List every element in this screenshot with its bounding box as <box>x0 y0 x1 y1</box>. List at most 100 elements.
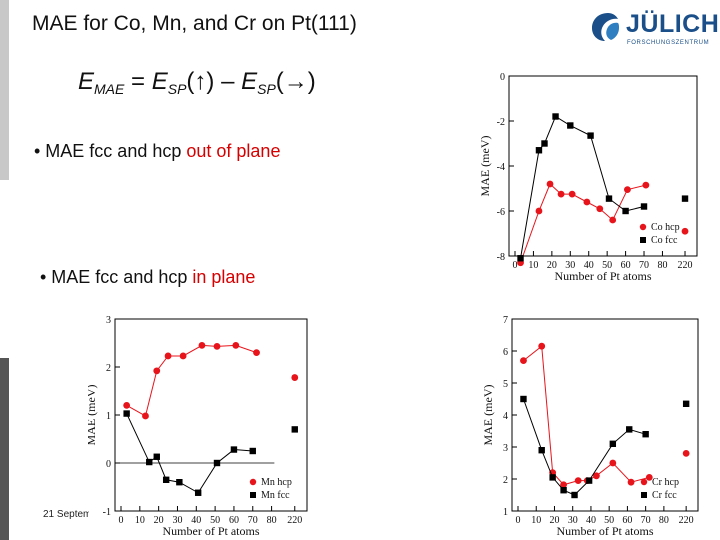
legend-marker <box>250 492 256 498</box>
mae-formula: EMAE = ESP(↑) – ESP(→) <box>78 68 316 97</box>
formula-term1-arg: (↑) <box>186 68 215 95</box>
y-tick-label: 1 <box>503 507 508 518</box>
data-point <box>291 374 299 381</box>
formula-term1: E <box>151 68 168 95</box>
data-point <box>593 472 600 480</box>
legend-label: Co hcp <box>651 222 680 233</box>
y-tick-label: 2 <box>106 363 111 374</box>
data-point <box>213 459 221 467</box>
y-tick-label: -2 <box>497 117 505 128</box>
y-tick-label: 0 <box>500 72 505 83</box>
data-point <box>552 113 559 120</box>
legend-marker <box>639 223 647 231</box>
legend-label: Co fcc <box>651 235 678 246</box>
data-point <box>249 447 256 455</box>
juelich-logo: JÜLICH FORSCHUNGSZENTRUM <box>588 8 719 54</box>
data-point <box>626 426 633 433</box>
x-tick-label: 0 <box>513 260 518 271</box>
data-point <box>198 342 206 349</box>
x-tick-label: 60 <box>621 260 631 271</box>
data-point <box>535 147 543 154</box>
series-line <box>126 413 253 494</box>
x-tick-label: 220 <box>679 515 694 526</box>
bullet-out-of-plane: • MAE fcc and hcp out of plane <box>34 141 280 162</box>
x-tick-label: 70 <box>639 260 649 271</box>
x-tick-label: 40 <box>586 515 596 526</box>
data-point <box>609 216 617 224</box>
side-bar-dark <box>0 358 9 540</box>
series-line <box>520 183 646 263</box>
data-point <box>640 203 648 210</box>
logo-wordmark: JÜLICH <box>626 10 720 38</box>
bullet-in-plane-highlight: in plane <box>192 267 256 287</box>
legend-marker <box>249 478 257 486</box>
data-point <box>682 450 690 457</box>
x-tick-label: 40 <box>191 515 201 526</box>
chart-cr: 0 10 20 30 40 50 60 70 80 220 1 2 3 4 5 6 7 Number of Pt … <box>484 315 699 538</box>
data-point <box>596 205 604 213</box>
legend-marker <box>640 237 646 243</box>
logo-subtitle: FORSCHUNGSZENTRUM <box>627 40 710 46</box>
series-cr-fcc <box>520 395 690 499</box>
x-tick-label: 30 <box>172 515 182 526</box>
data-point <box>291 426 298 433</box>
x-axis-label: Number of Pt atoms <box>557 524 654 538</box>
y-tick-label: -8 <box>497 252 505 263</box>
data-point <box>557 190 565 198</box>
data-point <box>624 186 631 194</box>
chart-mn: 0 10 20 30 40 50 60 70 80 220 -1 0 1 2 3 Number of Pt a… <box>88 315 308 538</box>
series-co-hcp <box>517 180 689 267</box>
y-tick-label: 3 <box>503 443 508 454</box>
formula-term1-sub: SP <box>167 81 187 97</box>
data-point <box>609 459 617 467</box>
y-axis-label: MAE (meV) <box>484 385 495 446</box>
data-point <box>642 181 650 189</box>
data-point <box>194 489 202 496</box>
x-tick-label: 60 <box>622 515 632 526</box>
data-point <box>179 352 187 360</box>
y-tick-label: -4 <box>497 162 505 173</box>
side-bar-light <box>0 0 9 180</box>
formula-term2: E <box>241 68 258 95</box>
y-tick-label: 5 <box>503 379 508 390</box>
formula-term2-sub: SP <box>257 81 276 97</box>
data-point <box>583 198 591 206</box>
juelich-emblem-icon <box>592 13 619 41</box>
data-point <box>541 140 548 147</box>
bullet-in-plane-text: • MAE fcc and hcp <box>40 267 193 287</box>
data-point <box>587 132 594 139</box>
data-point <box>517 255 524 262</box>
data-point <box>123 410 130 417</box>
x-tick-label: 50 <box>604 515 614 526</box>
series-co-fcc <box>517 113 689 262</box>
series-mn-hcp <box>123 342 299 420</box>
x-tick-label: 80 <box>267 515 277 526</box>
series-mn-fcc <box>123 410 298 496</box>
slide-title: MAE for Co, Mn, and Cr on Pt(111) <box>32 12 357 35</box>
data-point <box>568 190 576 198</box>
x-tick-label: 40 <box>584 260 594 271</box>
x-tick-label: 220 <box>287 515 302 526</box>
chart-co: 0 10 20 30 40 50 60 70 80 220 0 -2 -4 -6 -8 Number of P… <box>478 72 698 283</box>
legend-label: Cr hcp <box>652 477 679 488</box>
formula-term2-arg: (→) <box>275 68 316 95</box>
y-tick-label: 1 <box>106 411 111 422</box>
data-point <box>574 477 582 484</box>
y-tick-label: -6 <box>497 207 505 218</box>
bullet-out-of-plane-highlight: out of plane <box>186 141 281 161</box>
x-tick-label: 20 <box>549 515 559 526</box>
footer-date: 21 September <box>43 509 89 520</box>
x-tick-label: 80 <box>659 515 669 526</box>
legend-label: Mn fcc <box>261 490 290 501</box>
y-tick-label: 2 <box>503 475 508 486</box>
data-point <box>642 431 649 438</box>
formula-minus: – <box>214 68 242 95</box>
series-cr-hcp <box>520 342 690 489</box>
y-tick-label: 7 <box>503 315 508 326</box>
x-tick-label: 30 <box>565 260 575 271</box>
series-line <box>523 345 650 486</box>
legend-label: Mn hcp <box>261 477 292 488</box>
y-axis-label: MAE (meV) <box>88 385 98 446</box>
x-tick-label: 20 <box>547 260 557 271</box>
x-tick-label: 10 <box>528 260 538 271</box>
